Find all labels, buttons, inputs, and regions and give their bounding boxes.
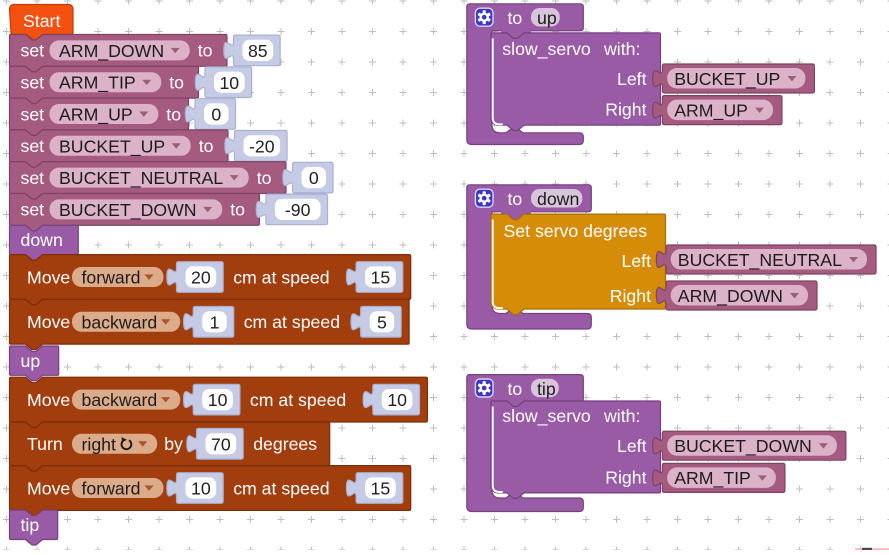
svg-text:right: right	[82, 434, 116, 454]
svg-text:to: to	[230, 200, 245, 220]
svg-text:-20: -20	[249, 136, 275, 156]
svg-text:Move: Move	[27, 312, 70, 332]
svg-text:backward: backward	[82, 312, 158, 332]
svg-text:ARM_DOWN: ARM_DOWN	[59, 41, 164, 62]
svg-text:10: 10	[191, 479, 211, 499]
svg-text:Start: Start	[23, 11, 60, 31]
svg-text:to: to	[169, 73, 184, 93]
svg-text:to: to	[508, 189, 523, 209]
svg-text:forward: forward	[82, 268, 141, 288]
svg-text:Set servo degrees: Set servo degrees	[504, 221, 648, 241]
svg-text:to: to	[508, 8, 523, 28]
svg-text:to: to	[166, 104, 181, 124]
svg-text:down: down	[537, 189, 579, 209]
svg-text:down: down	[21, 230, 63, 250]
svg-text:5: 5	[377, 312, 387, 332]
svg-text:10: 10	[387, 390, 407, 410]
svg-text:BUCKET_NEUTRAL: BUCKET_NEUTRAL	[678, 250, 842, 271]
svg-text:with:: with:	[603, 406, 640, 426]
svg-text:0: 0	[309, 168, 319, 188]
svg-text:cm at speed: cm at speed	[250, 390, 346, 410]
svg-text:15: 15	[371, 479, 391, 499]
svg-text:70: 70	[211, 434, 231, 454]
svg-text:Left: Left	[617, 69, 647, 89]
svg-text:up: up	[21, 351, 41, 371]
svg-text:forward: forward	[82, 479, 141, 499]
svg-text:-90: -90	[285, 200, 311, 220]
svg-text:set: set	[21, 200, 45, 220]
svg-text:to: to	[508, 379, 523, 399]
svg-text:ARM_TIP: ARM_TIP	[59, 73, 136, 94]
svg-text:to: to	[198, 41, 213, 61]
svg-text:degrees: degrees	[253, 434, 317, 454]
svg-text:0: 0	[211, 105, 221, 125]
svg-text:tip: tip	[21, 515, 40, 535]
svg-text:to: to	[257, 168, 272, 188]
svg-text:10: 10	[208, 390, 228, 410]
svg-text:Move: Move	[27, 390, 70, 410]
svg-text:by: by	[164, 434, 183, 454]
svg-text:set: set	[21, 168, 45, 188]
svg-text:set: set	[21, 136, 45, 156]
svg-text:with:: with:	[603, 39, 640, 59]
svg-text:1: 1	[210, 312, 220, 332]
svg-text:ARM_DOWN: ARM_DOWN	[678, 286, 783, 307]
svg-text:set: set	[21, 104, 45, 124]
svg-text:Right: Right	[605, 99, 646, 119]
svg-text:BUCKET_DOWN: BUCKET_DOWN	[59, 200, 197, 221]
svg-text:Move: Move	[27, 267, 70, 287]
svg-text:BUCKET_DOWN: BUCKET_DOWN	[674, 436, 812, 457]
svg-text:85: 85	[248, 41, 268, 61]
svg-text:tip: tip	[537, 379, 556, 399]
svg-text:up: up	[537, 8, 557, 28]
svg-text:set: set	[21, 41, 45, 61]
svg-text:backward: backward	[82, 390, 158, 410]
svg-text:Left: Left	[621, 251, 651, 271]
svg-text:cm at speed: cm at speed	[244, 312, 340, 332]
svg-text:cm at speed: cm at speed	[233, 478, 329, 498]
svg-text:Turn: Turn	[27, 434, 63, 454]
svg-text:ARM_TIP: ARM_TIP	[674, 468, 751, 489]
svg-text:10: 10	[219, 73, 239, 93]
svg-text:Right: Right	[610, 286, 651, 306]
svg-text:Move: Move	[27, 478, 70, 498]
svg-text:to: to	[199, 136, 214, 156]
svg-text:Left: Left	[617, 436, 647, 456]
svg-text:20: 20	[191, 268, 211, 288]
svg-text:BUCKET_NEUTRAL: BUCKET_NEUTRAL	[59, 168, 223, 189]
svg-text:Right: Right	[605, 467, 646, 487]
svg-text:set: set	[21, 73, 45, 93]
svg-text:15: 15	[371, 268, 391, 288]
svg-text:BUCKET_UP: BUCKET_UP	[674, 69, 780, 90]
svg-text:slow_servo: slow_servo	[502, 39, 591, 60]
svg-text:BUCKET_UP: BUCKET_UP	[59, 136, 165, 157]
svg-text:ARM_UP: ARM_UP	[59, 105, 133, 126]
svg-text:cm at speed: cm at speed	[233, 267, 329, 287]
svg-text:ARM_UP: ARM_UP	[674, 100, 748, 121]
svg-text:slow_servo: slow_servo	[502, 406, 591, 427]
